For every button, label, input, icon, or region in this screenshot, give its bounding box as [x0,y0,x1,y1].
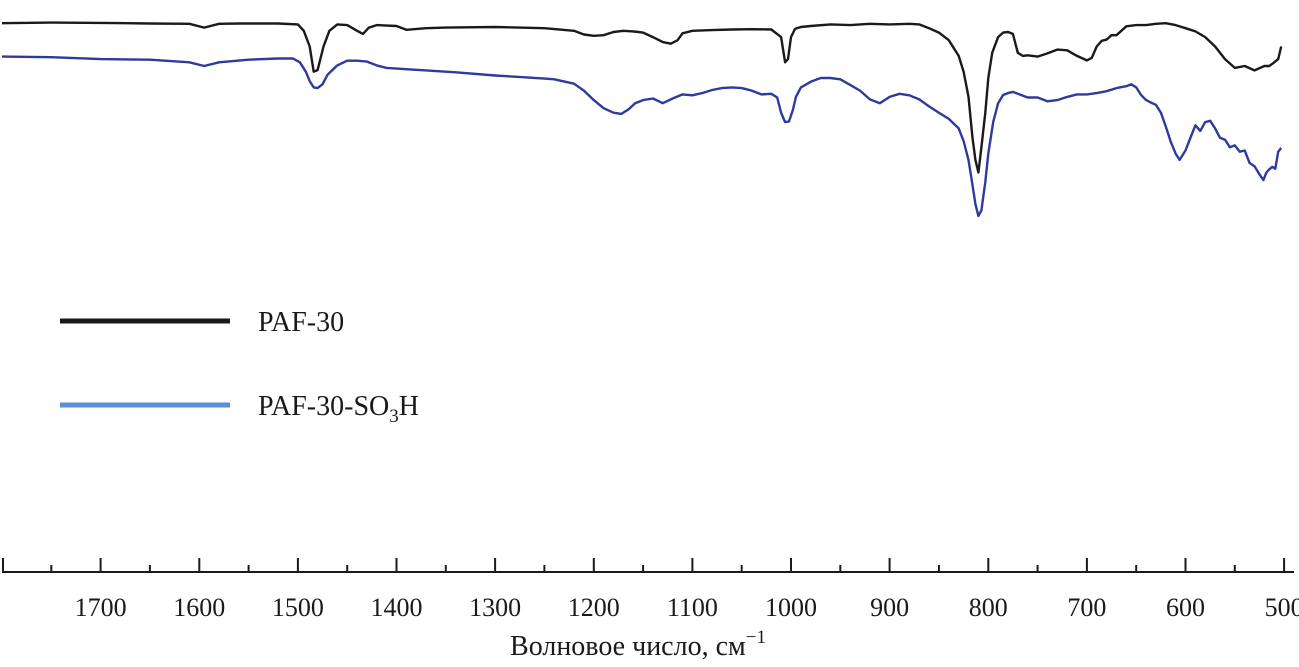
x-tick-label-700: 700 [1067,593,1106,622]
x-tick-label-1000: 1000 [765,593,817,622]
x-axis: 1700 1600 1500 1400 1300 1200 1100 1000 900 800 70… [2,558,1299,662]
x-tick-label-1600: 1600 [173,593,225,622]
x-ticks: 1700 1600 1500 1400 1300 1200 1100 1000 900 800 70… [2,558,1299,622]
series-line-paf-30 [1,21,1283,174]
x-tick-label-1400: 1400 [371,593,423,622]
x-axis-title: Волновое число, см−1 [510,627,766,662]
x-tick-label-1100: 1100 [667,593,718,622]
x-tick-label-800: 800 [969,593,1008,622]
legend-label-paf-30-so3h-sub: 3 [389,406,399,427]
x-tick-label-1700: 1700 [75,593,127,622]
x-tick-label-1300: 1300 [469,593,521,622]
x-tick-label-900: 900 [870,593,909,622]
x-tick-label-1200: 1200 [568,593,620,622]
series-layer [1,21,1283,218]
legend-label-paf-30: PAF-30 [258,307,344,338]
series-line-paf-30-so3h [1,55,1283,218]
x-axis-title-sup: −1 [746,627,766,648]
legend-label-paf-30-so3h-main: PAF-30-SO [258,391,389,422]
x-axis-title-text: Волновое число, см [510,631,746,662]
x-tick-label-600: 600 [1166,593,1205,622]
x-tick-label-500: 500 [1265,593,1299,622]
legend-label-paf-30-so3h: PAF-30-SO3H [258,391,419,427]
legend-label-paf-30-so3h-suffix: H [399,391,419,422]
legend: PAF-30 PAF-30-SO3H [60,307,419,427]
x-tick-label-1500: 1500 [272,593,324,622]
